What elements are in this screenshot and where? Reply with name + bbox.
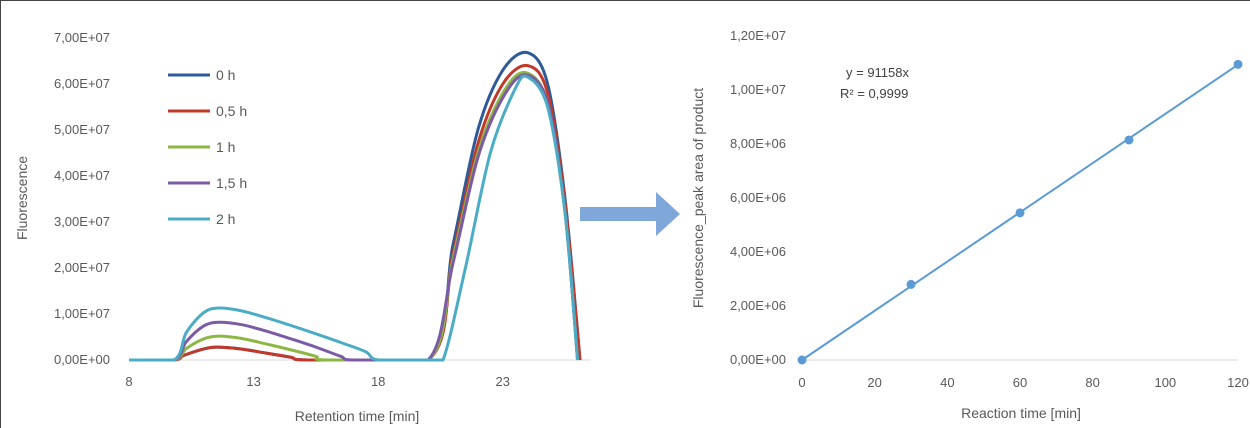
data-point xyxy=(1233,59,1243,69)
left-y-ticks: 0,00E+00 1,00E+07 2,00E+07 3,00E+07 4,00E+07… xyxy=(54,30,590,367)
left-y-tick-label: 4,00E+07 xyxy=(54,168,110,183)
left-series-lines xyxy=(129,50,582,362)
legend-label: 1 h xyxy=(216,139,235,155)
data-point xyxy=(1124,135,1134,145)
data-point xyxy=(797,355,807,365)
left-y-axis-title: Fluorescence xyxy=(14,156,30,240)
left-x-tick-label: 8 xyxy=(125,374,132,389)
right-x-tick-label: 40 xyxy=(940,375,954,390)
right-y-tick-label: 0,00E+00 xyxy=(730,352,786,367)
right-y-tick-label: 2,00E+06 xyxy=(730,298,786,313)
left-y-tick-label: 5,00E+07 xyxy=(54,122,110,137)
left-x-tick-label: 13 xyxy=(246,374,260,389)
legend-label: 2 h xyxy=(216,211,235,227)
chromatogram-chart: 0,00E+00 1,00E+07 2,00E+07 3,00E+07 4,00E+07… xyxy=(14,30,590,424)
legend-label: 0,5 h xyxy=(216,103,247,119)
data-point xyxy=(906,279,916,289)
right-x-tick-label: 100 xyxy=(1154,375,1176,390)
legend: 0 h 0,5 h 1 h 1,5 h 2 h xyxy=(168,67,247,227)
legend-label: 1,5 h xyxy=(216,175,247,191)
series-line xyxy=(129,73,580,362)
right-series xyxy=(797,59,1243,365)
left-x-ticks: 8 13 18 23 xyxy=(125,374,510,389)
trendline-r-squared: R² = 0,9999 xyxy=(840,86,908,101)
left-y-tick-label: 0,00E+00 xyxy=(54,352,110,367)
right-x-tick-label: 0 xyxy=(798,375,805,390)
legend-label: 0 h xyxy=(216,67,235,83)
right-x-axis-title: Reaction time [min] xyxy=(961,405,1081,421)
left-x-axis-title: Retention time [min] xyxy=(295,408,420,424)
data-point xyxy=(1015,208,1025,218)
left-y-tick-label: 3,00E+07 xyxy=(54,214,110,229)
right-y-tick-label: 1,00E+07 xyxy=(730,82,786,97)
left-x-tick-label: 18 xyxy=(371,374,385,389)
right-y-tick-label: 8,00E+06 xyxy=(730,136,786,151)
right-x-tick-label: 20 xyxy=(867,375,881,390)
series-line xyxy=(129,50,582,362)
trendline-equation: y = 91158x xyxy=(846,65,910,80)
right-y-ticks: 0,00E+00 2,00E+06 4,00E+06 6,00E+06 8,00E+06… xyxy=(730,28,1238,367)
right-x-ticks: 0 20 40 60 80 100 120 xyxy=(798,375,1248,390)
left-x-tick-label: 23 xyxy=(496,374,510,389)
right-x-tick-label: 120 xyxy=(1227,375,1249,390)
right-y-axis-title: Fluorescence_peak area of product xyxy=(690,88,706,308)
series-line xyxy=(129,74,580,362)
right-y-tick-label: 6,00E+06 xyxy=(730,190,786,205)
right-x-tick-label: 80 xyxy=(1085,375,1099,390)
right-y-tick-label: 1,20E+07 xyxy=(730,28,786,43)
calibration-chart: 0,00E+00 2,00E+06 4,00E+06 6,00E+06 8,00E+06… xyxy=(690,28,1249,421)
left-y-tick-label: 1,00E+07 xyxy=(54,306,110,321)
series-line xyxy=(129,70,580,362)
right-x-tick-label: 60 xyxy=(1013,375,1027,390)
left-y-tick-label: 2,00E+07 xyxy=(54,260,110,275)
right-y-tick-label: 4,00E+06 xyxy=(730,244,786,259)
left-y-tick-label: 7,00E+07 xyxy=(54,30,110,45)
left-y-tick-label: 6,00E+07 xyxy=(54,76,110,91)
arrow-icon xyxy=(580,192,680,236)
